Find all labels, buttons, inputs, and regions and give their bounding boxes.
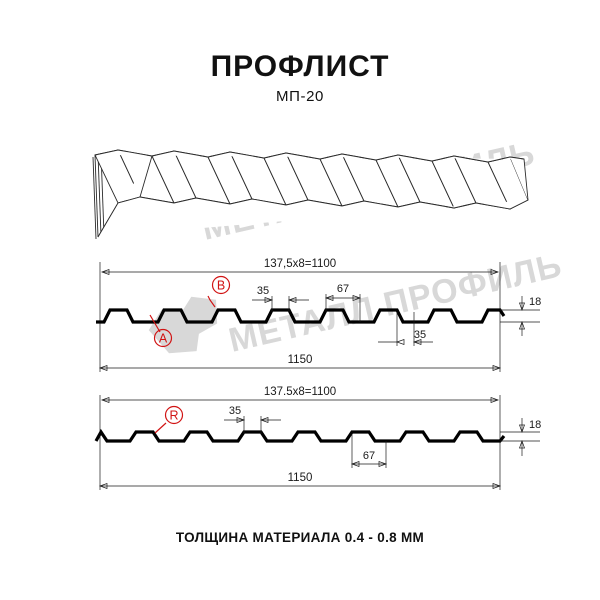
cross-section-a-b: 137,5x8=1100 1150 35 67 bbox=[96, 258, 541, 372]
dim-top-1100-b: 137.5x8=1100 bbox=[100, 386, 500, 403]
marker-a-circle bbox=[153, 328, 173, 348]
dim-35-upper: 35 bbox=[252, 285, 309, 312]
dim-bottom-1150-b-label: 1150 bbox=[288, 472, 313, 484]
dim-top-1100: 137,5x8=1100 bbox=[100, 258, 500, 275]
dim-35-b: 35 bbox=[224, 405, 281, 434]
marker-b-circle bbox=[211, 275, 231, 295]
dim-18-height: 18 bbox=[500, 296, 541, 336]
dim-bottom-1150-b: 1150 bbox=[98, 472, 502, 489]
dim-67-label: 67 bbox=[337, 283, 349, 295]
dim-top-1100-b-label: 137.5x8=1100 bbox=[264, 386, 336, 398]
dim-67-b: 67 bbox=[350, 434, 388, 468]
marker-r-label: R bbox=[169, 409, 178, 423]
dim-35-lower: 35 bbox=[378, 312, 433, 346]
material-thickness-note: ТОЛЩИНА МАТЕРИАЛА 0.4 - 0.8 ММ bbox=[175, 530, 425, 545]
profile-polyline-bottom bbox=[94, 428, 506, 443]
dim-bottom-1150-label: 1150 bbox=[288, 354, 313, 366]
marker-r-circle bbox=[164, 405, 184, 425]
marker-b-label: B bbox=[217, 279, 225, 293]
dim-18-height-b: 18 bbox=[500, 418, 541, 456]
marker-b: B bbox=[207, 275, 231, 308]
page-title: ПРОФЛИСТ bbox=[210, 50, 390, 83]
marker-a-label: A bbox=[159, 332, 168, 346]
dim-35-b-label: 35 bbox=[229, 405, 241, 417]
dim-top-1100-label: 137,5x8=1100 bbox=[264, 258, 336, 270]
dim-35-upper-label: 35 bbox=[257, 285, 269, 297]
dim-67-b-label: 67 bbox=[363, 450, 375, 462]
cross-section-r: 137.5x8=1100 1150 35 67 bbox=[94, 386, 541, 490]
dim-18-b-label: 18 bbox=[529, 419, 541, 431]
page-subtitle: МП-20 bbox=[276, 88, 324, 105]
marker-r: R bbox=[154, 405, 184, 434]
profile-polyline-top bbox=[96, 308, 506, 324]
isometric-profile-view bbox=[92, 149, 529, 240]
dim-18-label: 18 bbox=[529, 296, 541, 308]
marker-a: A bbox=[149, 314, 173, 348]
dim-67: 67 bbox=[324, 283, 362, 322]
dim-35-lower-label: 35 bbox=[414, 329, 426, 341]
dim-bottom-1150: 1150 bbox=[98, 354, 502, 371]
